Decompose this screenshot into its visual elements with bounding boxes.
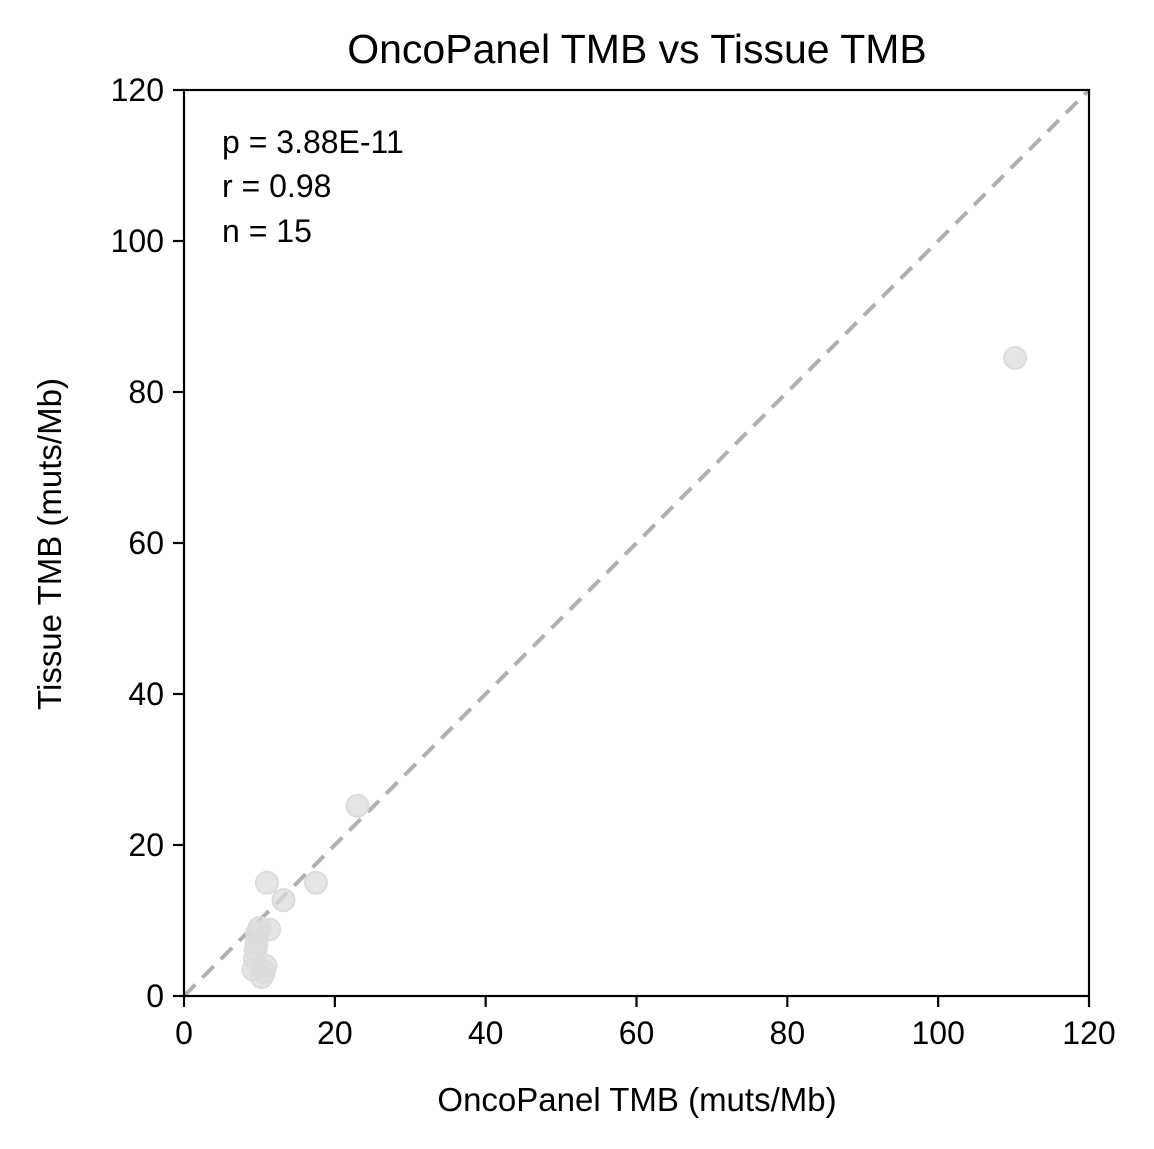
x-axis: 0 20 40 60 80 100 120 — [175, 996, 1116, 1051]
data-point — [257, 917, 282, 942]
data-point — [1003, 346, 1028, 371]
data-point — [254, 870, 279, 895]
x-tick-label: 60 — [619, 1015, 655, 1051]
x-tick-label: 80 — [770, 1015, 806, 1051]
stat-r-value: r = 0.98 — [222, 168, 331, 204]
x-tick-label: 0 — [175, 1015, 193, 1051]
data-point — [303, 870, 328, 895]
x-tick-label: 20 — [317, 1015, 353, 1051]
y-axis: 0 20 40 60 80 100 120 — [111, 72, 184, 1014]
y-tick-label: 80 — [128, 374, 164, 410]
y-tick-label: 40 — [128, 676, 164, 712]
data-point — [345, 793, 370, 818]
chart-title: OncoPanel TMB vs Tissue TMB — [347, 26, 927, 72]
x-tick-label: 120 — [1062, 1015, 1115, 1051]
y-tick-label: 60 — [128, 525, 164, 561]
data-point — [271, 888, 296, 913]
identity-reference-line — [182, 88, 1091, 998]
x-tick-label: 100 — [911, 1015, 964, 1051]
stat-p-value: p = 3.88E-11 — [222, 124, 404, 160]
y-axis-label: Tissue TMB (muts/Mb) — [31, 378, 68, 710]
x-axis-label: OncoPanel TMB (muts/Mb) — [437, 1081, 836, 1118]
y-tick-label: 100 — [111, 223, 164, 259]
data-point — [253, 953, 278, 978]
y-tick-label: 120 — [111, 72, 164, 108]
data-points — [241, 346, 1028, 990]
x-tick-label: 40 — [468, 1015, 504, 1051]
stat-n-value: n = 15 — [222, 213, 312, 249]
y-tick-label: 20 — [128, 827, 164, 863]
y-tick-label: 0 — [146, 978, 164, 1014]
